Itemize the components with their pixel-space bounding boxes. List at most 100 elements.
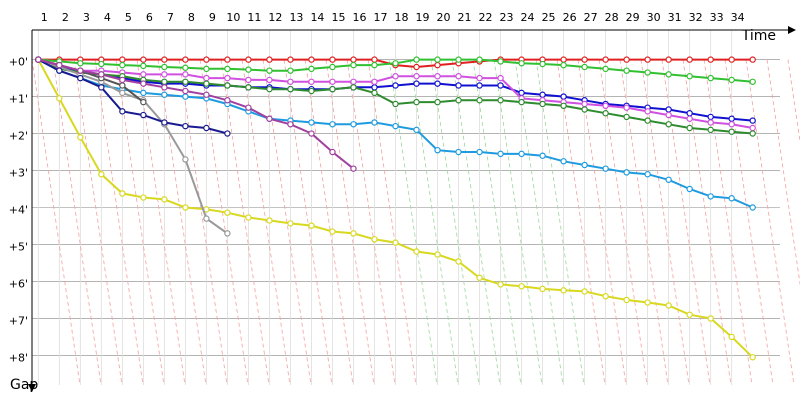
point-marker	[161, 63, 168, 71]
point-marker	[602, 65, 609, 73]
lap-guide	[703, 59, 753, 386]
y-tick-label: +0'	[9, 56, 28, 69]
point-marker	[350, 84, 357, 91]
point-marker	[728, 121, 735, 128]
x-tick-label: 6	[146, 11, 153, 24]
point-marker	[287, 67, 294, 74]
point-marker	[308, 119, 315, 126]
point-marker	[203, 74, 210, 82]
lap-guide	[32, 59, 81, 386]
y-tick-label: +5'	[9, 240, 28, 253]
x-tick-label: 17	[373, 11, 387, 24]
point-marker	[371, 56, 378, 63]
lap-guide	[115, 59, 165, 386]
point-marker	[371, 119, 378, 126]
point-marker	[476, 82, 483, 89]
lap-guide	[451, 59, 501, 386]
point-marker	[539, 91, 546, 98]
x-tick-label: 27	[584, 11, 598, 24]
point-marker	[203, 56, 210, 63]
point-marker	[728, 128, 735, 135]
point-marker	[497, 58, 504, 65]
point-marker	[434, 56, 441, 63]
point-marker	[182, 122, 189, 130]
lap-guide	[745, 59, 795, 386]
point-marker	[308, 56, 315, 63]
point-marker	[287, 121, 294, 128]
point-marker	[602, 102, 609, 110]
lap-guide	[157, 59, 207, 386]
lap-guide	[430, 59, 480, 386]
x-tick-label: 12	[268, 11, 282, 24]
point-marker	[728, 333, 735, 341]
y-tick-label: +4'	[9, 204, 28, 217]
point-marker	[686, 311, 693, 318]
point-marker	[77, 60, 84, 67]
lap-guide	[178, 59, 228, 386]
point-marker	[350, 121, 357, 128]
x-tick-label: 34	[731, 11, 745, 24]
point-marker	[119, 76, 126, 84]
point-marker	[455, 82, 462, 89]
lap-guide	[220, 59, 270, 386]
point-marker	[413, 73, 420, 80]
point-marker	[497, 281, 504, 288]
point-marker	[581, 63, 588, 71]
y-tick-label: +6'	[9, 277, 28, 290]
lap-guide	[325, 59, 375, 386]
point-marker	[728, 76, 735, 84]
lap-guide	[52, 59, 102, 386]
point-marker	[686, 56, 693, 63]
x-tick-label: 8	[188, 11, 195, 24]
point-marker	[329, 148, 336, 156]
point-marker	[707, 56, 714, 63]
point-marker	[749, 130, 756, 137]
point-marker	[560, 287, 567, 294]
lap-guide	[304, 59, 354, 386]
point-marker	[140, 98, 147, 106]
point-marker	[560, 61, 567, 69]
point-marker	[203, 215, 210, 222]
x-tick-label: 19	[416, 11, 430, 24]
x-tick-label: 24	[521, 11, 535, 24]
point-marker	[350, 165, 357, 172]
point-marker	[308, 65, 315, 73]
y-tick-label: +2'	[9, 130, 28, 143]
point-marker	[497, 82, 504, 89]
x-tick-label: 22	[479, 11, 493, 24]
point-marker	[392, 60, 399, 67]
point-marker	[329, 228, 336, 235]
point-marker	[623, 56, 630, 63]
lap-guide	[619, 59, 669, 386]
point-marker	[161, 56, 168, 63]
lap-guide	[136, 59, 186, 386]
point-marker	[371, 61, 378, 69]
point-marker	[581, 100, 588, 108]
point-marker	[707, 119, 714, 126]
point-marker	[434, 146, 441, 154]
point-marker	[707, 113, 714, 121]
point-marker	[224, 82, 231, 89]
point-marker	[224, 65, 231, 73]
point-marker	[728, 56, 735, 63]
x-tick-label: 11	[247, 11, 261, 24]
point-marker	[413, 63, 420, 71]
x-tick-label: 18	[394, 11, 408, 24]
point-marker	[224, 130, 231, 137]
x-tick-label: 2	[62, 11, 69, 24]
x-axis-arrow	[788, 26, 796, 34]
x-tick-label: 10	[226, 11, 240, 24]
x-tick-label: 7	[167, 11, 174, 24]
point-marker	[224, 56, 231, 63]
point-marker	[371, 78, 378, 85]
point-marker	[266, 217, 273, 224]
point-marker	[476, 97, 483, 104]
point-marker	[308, 130, 315, 137]
point-marker	[602, 165, 609, 172]
series-layer	[35, 56, 756, 361]
x-tick-label: 31	[668, 11, 682, 24]
point-marker	[644, 69, 651, 76]
point-marker	[413, 80, 420, 87]
point-marker	[119, 108, 126, 115]
point-marker	[224, 209, 231, 216]
